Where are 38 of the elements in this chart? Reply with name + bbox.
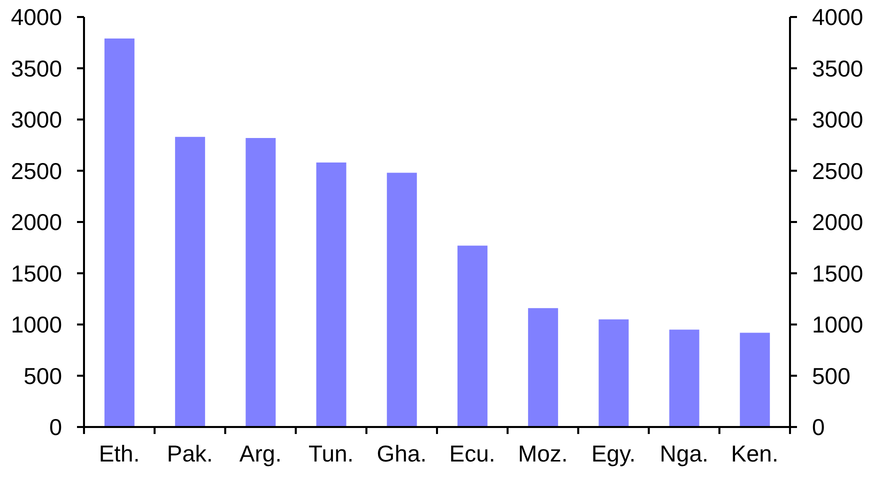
bar bbox=[104, 38, 134, 427]
y-tick-label: 2000 bbox=[10, 209, 62, 236]
y2-tick-label: 2500 bbox=[812, 158, 864, 184]
bar bbox=[740, 332, 770, 427]
x-tick-label: Eth. bbox=[98, 440, 140, 466]
bar bbox=[598, 319, 629, 427]
bar bbox=[316, 162, 346, 427]
y-tick-label: 3500 bbox=[10, 55, 62, 82]
x-tick-label: Tun. bbox=[308, 440, 354, 466]
x-tick-label: Ken. bbox=[731, 440, 778, 466]
y2-tick-label: 4000 bbox=[812, 4, 864, 30]
y-tick-label: 1500 bbox=[10, 260, 62, 286]
x-tick-label: Arg. bbox=[239, 440, 282, 466]
y2-tick-label: 0 bbox=[812, 414, 825, 440]
x-tick-label: Nga. bbox=[660, 440, 708, 466]
y-tick-label: 500 bbox=[24, 362, 62, 389]
y2-tick-label: 1000 bbox=[812, 312, 864, 338]
y-tick-label: 1000 bbox=[10, 312, 62, 338]
x-tick-label: Moz. bbox=[518, 440, 568, 466]
x-tick-label: Gha. bbox=[376, 440, 427, 466]
x-tick-label: Ecu. bbox=[449, 440, 496, 466]
y2-tick-label: 500 bbox=[812, 362, 850, 389]
bar bbox=[246, 138, 276, 427]
y2-tick-label: 2000 bbox=[812, 209, 864, 236]
y-tick-label: 0 bbox=[49, 414, 62, 440]
bar bbox=[528, 308, 558, 427]
y2-tick-label: 1500 bbox=[812, 260, 864, 286]
y2-tick-label: 3500 bbox=[812, 55, 864, 82]
x-tick-label: Pak. bbox=[166, 440, 213, 466]
y2-tick-label: 3000 bbox=[812, 106, 864, 133]
y-tick-label: 4000 bbox=[10, 4, 62, 30]
y-tick-label: 3000 bbox=[10, 106, 62, 133]
bar bbox=[386, 172, 417, 427]
x-tick-label: Egy. bbox=[591, 440, 636, 466]
bar bbox=[175, 136, 206, 427]
bar bbox=[669, 330, 700, 427]
bar bbox=[457, 246, 488, 427]
y-tick-label: 2500 bbox=[10, 158, 62, 184]
